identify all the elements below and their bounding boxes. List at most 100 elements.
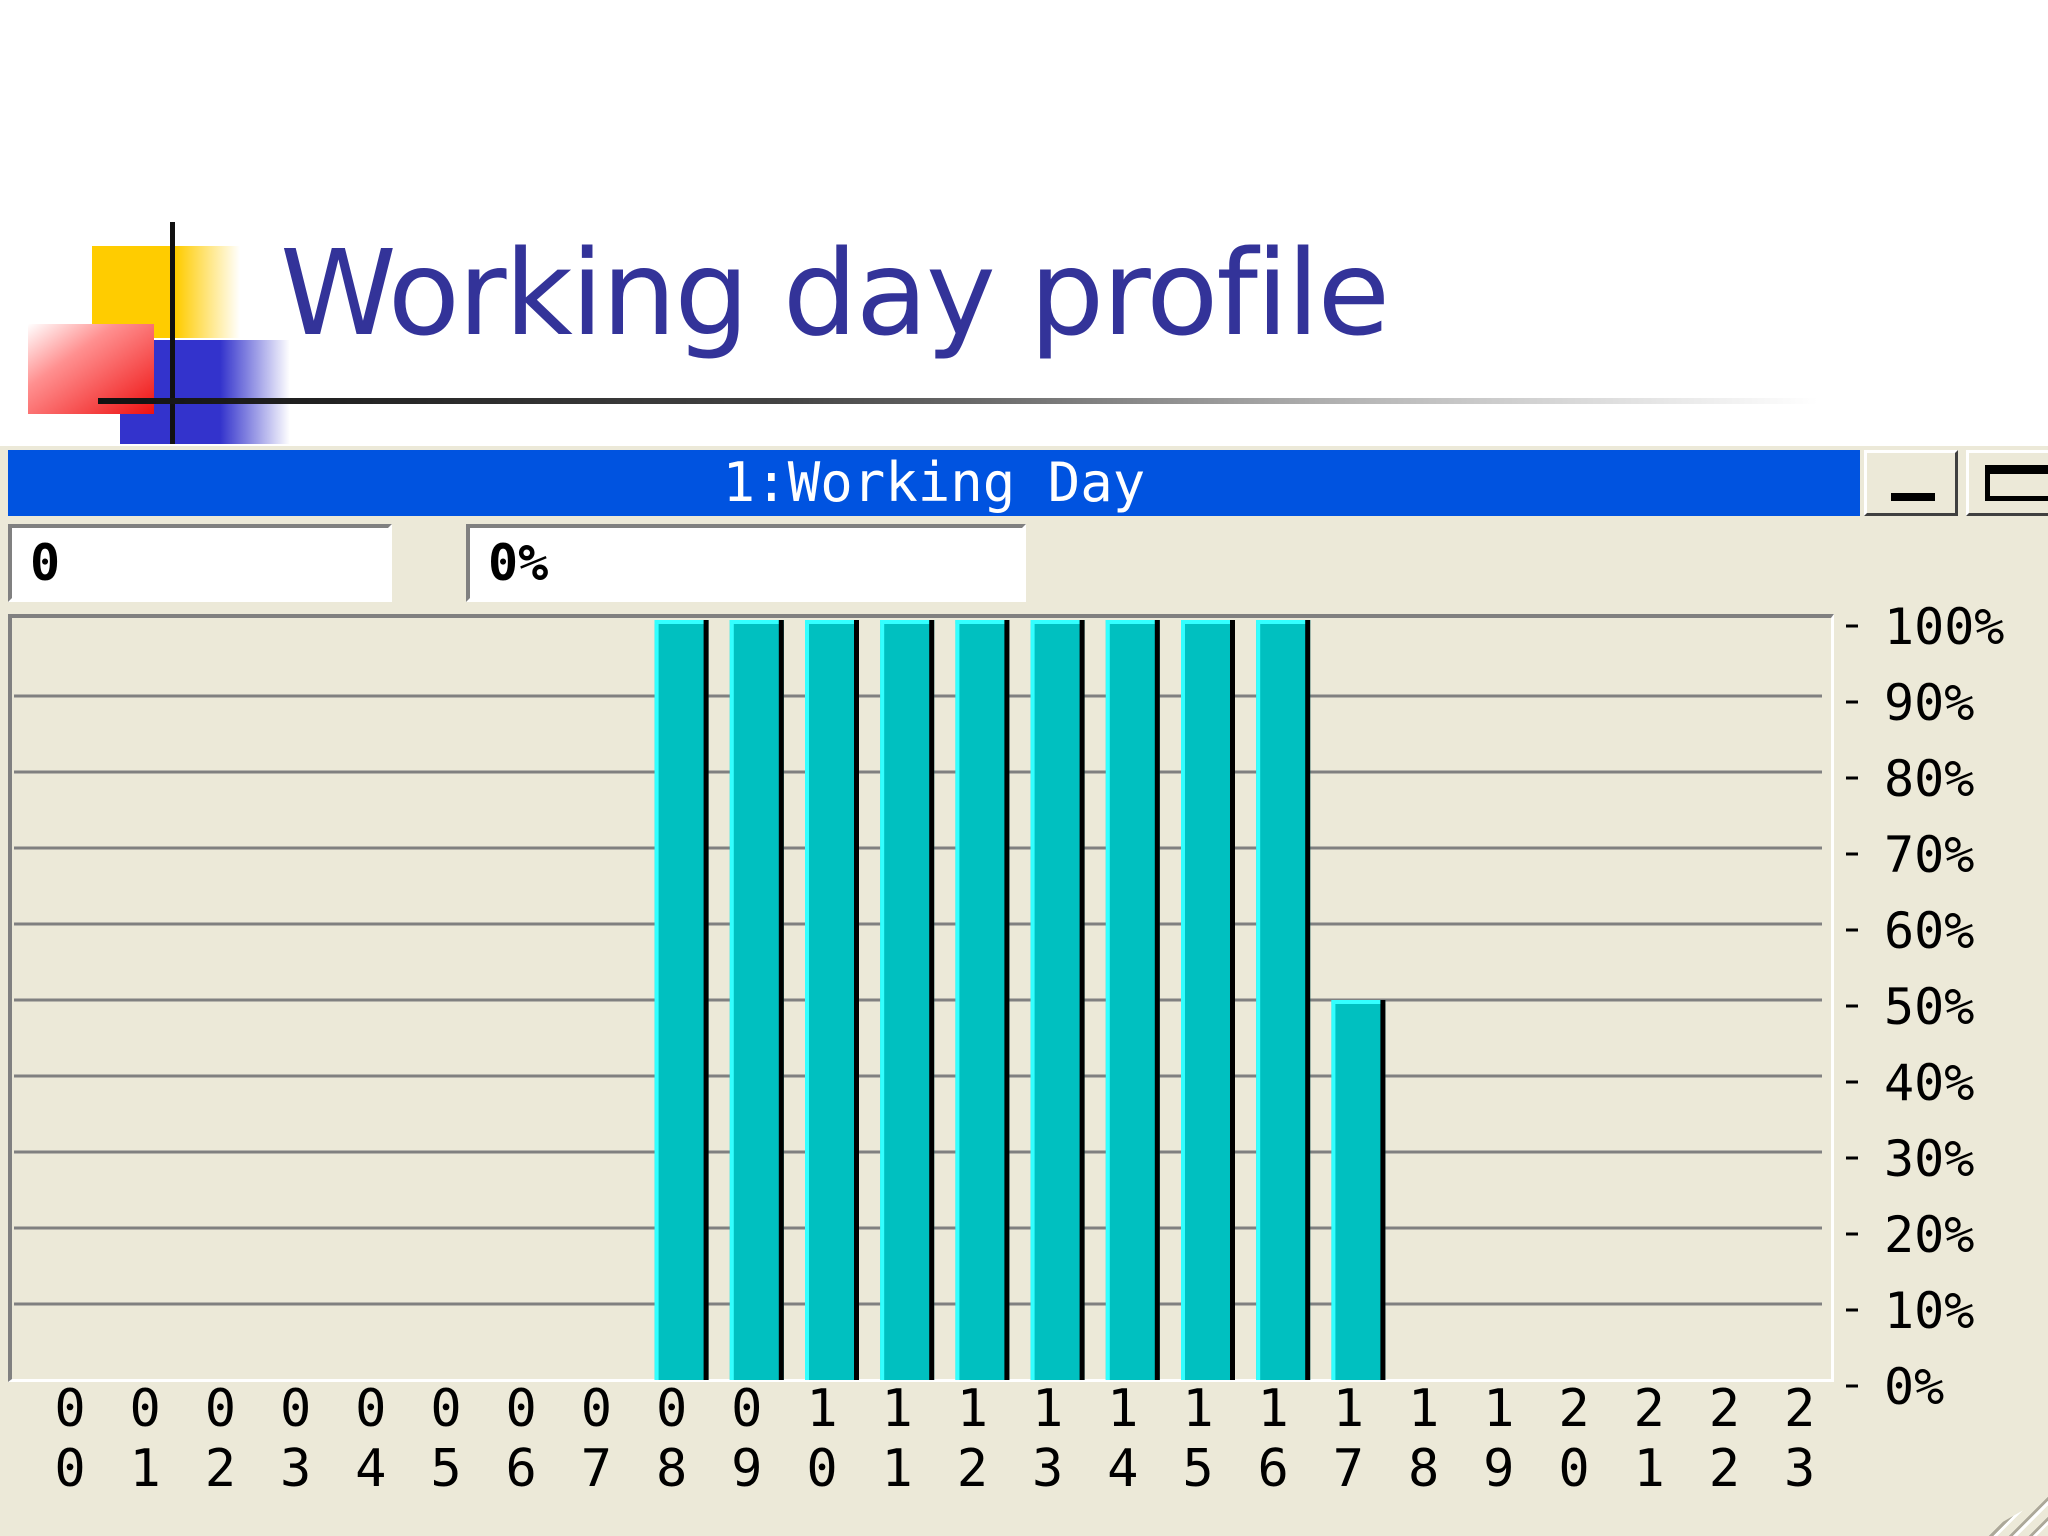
bar-top-highlight <box>955 620 1010 624</box>
bar-hour-16[interactable] <box>1256 620 1311 1380</box>
bar-shadow <box>929 620 935 1380</box>
bar-highlight <box>1105 620 1110 1380</box>
y-tick-label: 0% <box>1884 1358 1944 1416</box>
bar-highlight <box>1181 620 1185 1380</box>
bar-hour-12[interactable] <box>955 620 1010 1380</box>
x-tick-label: 1 <box>1333 1379 1364 1439</box>
x-tick-label: 2 <box>1784 1379 1815 1439</box>
maximize-button[interactable] <box>1966 450 2048 516</box>
x-tick-label: 2 <box>205 1439 236 1499</box>
y-tick-label: 60% <box>1884 902 1974 960</box>
x-tick-label: 1 <box>957 1379 988 1439</box>
bar-top-highlight <box>805 620 859 624</box>
x-tick-label: 0 <box>355 1379 386 1439</box>
x-tick-label: 0 <box>205 1379 236 1439</box>
bar-top-highlight <box>1181 620 1235 624</box>
x-tick-label: 0 <box>280 1379 311 1439</box>
bar-top-highlight <box>1331 1000 1386 1004</box>
bars[interactable] <box>654 620 1386 1380</box>
x-tick-label: 8 <box>1408 1439 1439 1499</box>
x-tick-label: 0 <box>731 1379 762 1439</box>
hour-field[interactable]: 0 <box>8 524 392 602</box>
bar-shadow <box>778 620 784 1380</box>
slide-deco-yellow-fade <box>176 246 240 338</box>
x-tick-label: 0 <box>656 1379 687 1439</box>
x-tick-label: 1 <box>882 1439 913 1499</box>
x-tick-label: 1 <box>1258 1379 1289 1439</box>
chart-frame <box>8 614 1834 1382</box>
y-tick-label: 100% <box>1884 598 2004 656</box>
bar-top-highlight <box>880 620 935 624</box>
x-tick-label: 0 <box>54 1439 85 1499</box>
page-title: Working day profile <box>280 224 1390 362</box>
x-tick-label: 1 <box>1107 1379 1138 1439</box>
bar-highlight <box>955 620 960 1380</box>
x-tick-label: 6 <box>506 1439 537 1499</box>
bar-top-highlight <box>1105 620 1160 624</box>
bar-hour-15[interactable] <box>1181 620 1235 1380</box>
profile-window: 1:Working Day 0 0% 100% 90% 80% 70% 60% 50% 40… <box>0 446 2048 1536</box>
bar-shadow <box>1079 620 1085 1380</box>
profile-bar-chart[interactable]: 100%90%80%70%60%50%40%30%20%10%0% 000102… <box>0 446 2048 1536</box>
x-tick-label: 2 <box>1709 1439 1740 1499</box>
y-tick-label: 20% <box>1884 1206 1974 1264</box>
bar-highlight <box>1256 620 1261 1380</box>
maximize-icon <box>1985 465 2048 501</box>
slide-deco-yellow-square <box>92 246 176 338</box>
slide-deco-blue-fade <box>220 340 290 444</box>
x-tick-label: 7 <box>1333 1439 1364 1499</box>
value-field[interactable]: 0% <box>466 524 1026 602</box>
x-tick-label: 3 <box>1032 1439 1063 1499</box>
x-tick-label: 0 <box>1558 1439 1589 1499</box>
bar-highlight <box>654 620 659 1380</box>
y-tick-label: 90% <box>1884 674 1974 732</box>
bar-highlight <box>1331 1000 1336 1380</box>
bar-highlight <box>805 620 809 1380</box>
x-tick-label: 2 <box>1709 1379 1740 1439</box>
y-tick-label: 40% <box>1884 1054 1974 1112</box>
x-tick-label: 0 <box>506 1379 537 1439</box>
x-tick-label: 0 <box>430 1379 461 1439</box>
bar-hour-17[interactable] <box>1331 1000 1386 1380</box>
bar-shadow <box>1230 620 1235 1380</box>
x-tick-label: 1 <box>882 1379 913 1439</box>
x-tick-label: 3 <box>1784 1439 1815 1499</box>
x-tick-label: 1 <box>1408 1379 1439 1439</box>
minimize-button[interactable] <box>1864 450 1958 516</box>
minimize-icon <box>1891 493 1935 501</box>
bar-top-highlight <box>1030 620 1085 624</box>
x-tick-label: 1 <box>806 1379 837 1439</box>
x-tick-label: 5 <box>430 1439 461 1499</box>
x-tick-label: 9 <box>731 1439 762 1499</box>
bar-shadow <box>1154 620 1160 1380</box>
x-tick-label: 3 <box>280 1439 311 1499</box>
bar-shadow <box>1305 620 1311 1380</box>
bar-hour-10[interactable] <box>805 620 859 1380</box>
bar-shadow <box>703 620 709 1380</box>
bar-hour-09[interactable] <box>729 620 784 1380</box>
x-tick-label: 8 <box>656 1439 687 1499</box>
bar-hour-13[interactable] <box>1030 620 1085 1380</box>
x-tick-label: 0 <box>54 1379 85 1439</box>
bar-hour-08[interactable] <box>654 620 709 1380</box>
window-title-bar[interactable]: 1:Working Day <box>8 450 1860 516</box>
bar-top-highlight <box>1256 620 1311 624</box>
x-tick-label: 1 <box>1032 1379 1063 1439</box>
slide-deco-vertical-line <box>170 222 175 444</box>
bar-hour-11[interactable] <box>880 620 935 1380</box>
bar-shadow <box>1380 1000 1386 1380</box>
x-tick-label: 1 <box>130 1439 161 1499</box>
x-tick-label: 2 <box>1634 1379 1665 1439</box>
x-tick-label: 7 <box>581 1439 612 1499</box>
x-tick-label: 4 <box>1107 1439 1138 1499</box>
x-tick-label: 5 <box>1182 1439 1213 1499</box>
bar-highlight <box>729 620 734 1380</box>
bar-hour-14[interactable] <box>1105 620 1160 1380</box>
x-tick-label: 1 <box>1483 1379 1514 1439</box>
bar-highlight <box>1030 620 1035 1380</box>
x-tick-label: 0 <box>581 1379 612 1439</box>
x-tick-label: 6 <box>1258 1439 1289 1499</box>
y-tick-label: 30% <box>1884 1130 1974 1188</box>
slide-deco-horizontal-rule <box>98 398 1818 404</box>
x-tick-label: 0 <box>806 1439 837 1499</box>
